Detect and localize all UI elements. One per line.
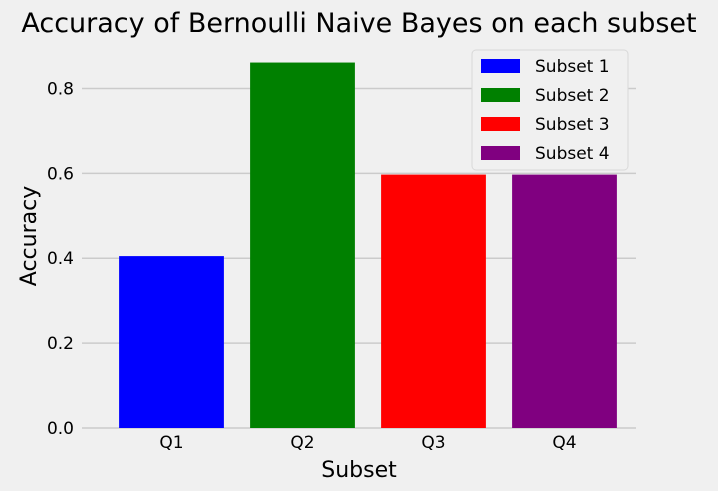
legend-frame: [471, 49, 629, 171]
legend-label: Subset 1: [535, 57, 610, 77]
y-axis-label: Accuracy: [17, 186, 42, 286]
y-tick-label: 0.2: [47, 334, 74, 354]
legend-swatch: [481, 117, 520, 131]
y-tick-label: 0.6: [47, 164, 74, 184]
x-tick-label: Q2: [290, 433, 314, 453]
legend-swatch: [481, 59, 520, 73]
bar-q2: [250, 62, 355, 428]
x-axis-ticks: Q1 Q2 Q3 Q4: [159, 433, 576, 453]
bar-q4: [512, 174, 617, 428]
legend-label: Subset 3: [535, 115, 610, 135]
legend-swatch: [481, 88, 520, 102]
legend-swatch: [481, 146, 520, 160]
bar-q3: [381, 174, 486, 428]
y-tick-label: 0.8: [47, 79, 74, 99]
x-tick-label: Q1: [159, 433, 183, 453]
x-tick-label: Q3: [421, 433, 445, 453]
bars-layer: [119, 62, 617, 428]
y-tick-label: 0.0: [47, 419, 74, 439]
legend: Subset 1 Subset 2 Subset 3 Subset 4: [471, 49, 629, 171]
x-tick-label: Q4: [552, 433, 576, 453]
y-tick-label: 0.4: [47, 249, 74, 269]
bar-q1: [119, 256, 224, 428]
chart-title: Accuracy of Bernoulli Naive Bayes on eac…: [21, 8, 696, 39]
y-axis-ticks: 0.0 0.2 0.4 0.6 0.8: [47, 79, 74, 439]
legend-label: Subset 4: [535, 144, 610, 164]
x-axis-label: Subset: [321, 458, 397, 483]
legend-label: Subset 2: [535, 86, 610, 106]
